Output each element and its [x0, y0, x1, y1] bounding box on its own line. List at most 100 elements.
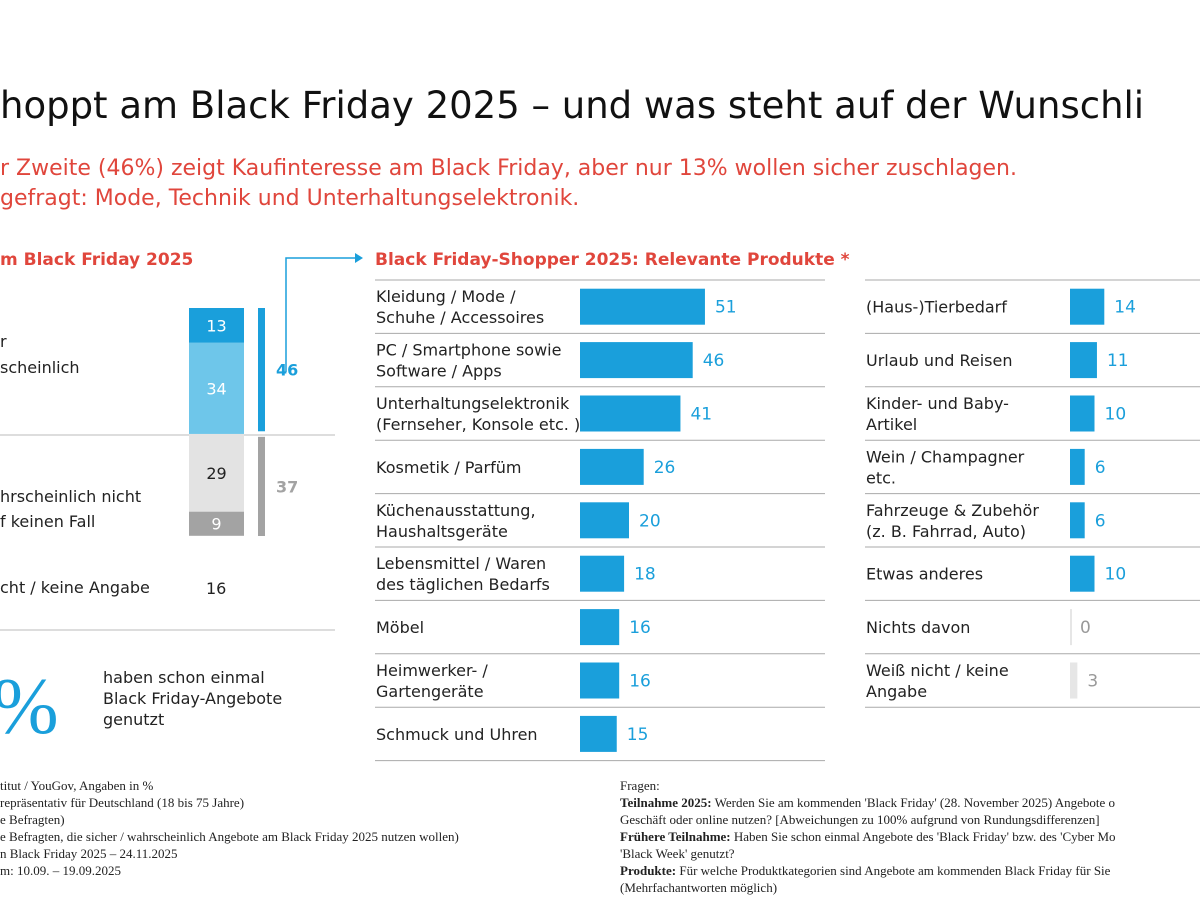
- footnote-label: Produkte:: [620, 863, 676, 878]
- category-label: Fahrzeuge & Zubehör (z. B. Fahrrad, Auto): [866, 501, 1039, 541]
- value-label: 18: [634, 565, 656, 585]
- footnote: Teilnahme 2025: Werden Sie am kommenden …: [620, 795, 1115, 810]
- segment-label: 13: [206, 316, 226, 335]
- connector-arrow: [285, 257, 355, 372]
- bar: [580, 342, 693, 379]
- value-label: 15: [627, 725, 649, 745]
- footnote-label: Frühere Teilnahme:: [620, 829, 731, 844]
- subtitle: gefragt: Mode, Technik und Unterhaltungs…: [0, 186, 579, 211]
- category-label: Schmuck und Uhren: [376, 725, 538, 744]
- value-label: 10: [1105, 405, 1127, 425]
- value-label: 16: [206, 579, 226, 598]
- footnote-text: Für welche Produktkategorien sind Angebo…: [676, 863, 1111, 878]
- arrow-head: [355, 253, 363, 263]
- bar: [1070, 662, 1078, 699]
- total-label: 37: [276, 477, 298, 496]
- footnote: e Befragten, die sicher / wahrscheinlich…: [0, 829, 459, 844]
- bar: [580, 662, 620, 699]
- share-text: haben schon einmal: [103, 668, 265, 687]
- footnote: Produkte: Für welche Produktkategorien s…: [620, 863, 1111, 878]
- category-label: Wein / Champagner etc.: [866, 447, 1025, 487]
- bar: [1070, 342, 1097, 379]
- bar: [580, 448, 644, 485]
- total-bracket: [258, 436, 265, 536]
- footnote: Frühere Teilnahme: Haben Sie schon einma…: [620, 829, 1116, 844]
- footnote: 'Black Week' genutzt?: [620, 846, 735, 861]
- row-label: cht / keine Angabe: [0, 578, 150, 597]
- footnote-label: Teilnahme 2025:: [620, 795, 712, 810]
- footnote-text: (Mehrfachantworten möglich): [620, 880, 777, 895]
- value-label: 41: [690, 405, 712, 425]
- footnote: n Black Friday 2025 – 24.11.2025: [0, 846, 178, 861]
- category-label: Küchenausstattung, Haushaltsgeräte: [376, 501, 536, 541]
- category-label: Weiß nicht / keine Angabe: [866, 661, 1009, 701]
- segment-label: 9: [211, 515, 221, 534]
- row-label: hrscheinlich nicht: [0, 487, 141, 506]
- chart-title: Black Friday-Shopper 2025: Relevante Pro…: [375, 250, 850, 270]
- bar: [1070, 448, 1085, 485]
- footnote-text: Werden Sie am kommenden 'Black Friday' (…: [712, 795, 1115, 810]
- category-label: Unterhaltungselektronik (Fernseher, Konso…: [376, 394, 580, 434]
- value-label: 14: [1114, 298, 1136, 318]
- footnote: Fragen:: [620, 778, 660, 793]
- segment-label: 29: [206, 464, 226, 483]
- stack-segment: [189, 342, 244, 434]
- share-text: genutzt: [103, 710, 164, 729]
- bar: [580, 609, 620, 646]
- footnote: (Mehrfachantworten möglich): [620, 880, 777, 895]
- value-label: 26: [654, 458, 676, 478]
- share-text: Black Friday-Angebote: [103, 689, 282, 708]
- value-label: 6: [1095, 511, 1106, 531]
- category-label: Kinder- und Baby-Artikel: [866, 394, 1009, 434]
- category-label: Heimwerker- / Gartengeräte: [376, 661, 488, 701]
- footnote: repräsentativ für Deutschland (18 bis 75…: [0, 795, 244, 810]
- row-label: r: [0, 332, 7, 351]
- footnote-text: 'Black Week' genutzt?: [620, 846, 735, 861]
- value-label: 0: [1080, 618, 1091, 638]
- bar: [1070, 288, 1105, 325]
- stack-segment: [189, 511, 244, 536]
- bar: [1070, 555, 1095, 592]
- bar: [580, 395, 681, 432]
- value-label: 51: [715, 298, 737, 318]
- row-label: f keinen Fall: [0, 512, 95, 531]
- bar: [1070, 395, 1095, 432]
- bar: [1070, 502, 1085, 539]
- share-figure: %: [0, 663, 59, 751]
- footnote: titut / YouGov, Angaben in %: [0, 778, 154, 793]
- title: hoppt am Black Friday 2025 – und was ste…: [0, 84, 1144, 127]
- value-label: 20: [639, 511, 661, 531]
- footnote: e Befragten): [0, 812, 65, 827]
- subtitle: r Zweite (46%) zeigt Kaufinteresse am Bl…: [0, 156, 1017, 181]
- total-label: 46: [276, 361, 298, 380]
- bar: [580, 502, 629, 539]
- stack-segment: [189, 308, 244, 343]
- category-label: (Haus-)Tierbedarf: [866, 298, 1007, 317]
- value-label: 10: [1105, 565, 1127, 585]
- category-label: Kleidung / Mode / Schuhe / Accessoires: [376, 287, 544, 327]
- value-label: 46: [703, 351, 725, 371]
- category-label: Nichts davon: [866, 618, 970, 637]
- footnote: m: 10.09. – 19.09.2025: [0, 863, 121, 878]
- value-label: 6: [1095, 458, 1106, 478]
- bar: [580, 715, 617, 752]
- row-label: scheinlich: [0, 358, 80, 377]
- value-label: 3: [1087, 672, 1098, 692]
- value-label: 16: [629, 618, 651, 638]
- footnote-text: Haben Sie schon einmal Angebote des 'Bla…: [731, 829, 1116, 844]
- footnote-text: Fragen:: [620, 778, 660, 793]
- footnote-text: Geschäft oder online nutzen? [Abweichung…: [620, 812, 1100, 827]
- segment-label: 34: [206, 379, 226, 398]
- value-label: 16: [629, 672, 651, 692]
- chart-title: m Black Friday 2025: [0, 250, 193, 270]
- bar: [1070, 609, 1072, 646]
- value-label: 11: [1107, 351, 1129, 371]
- category-label: Kosmetik / Parfüm: [376, 458, 521, 477]
- category-label: Etwas anderes: [866, 565, 983, 584]
- footnote: Geschäft oder online nutzen? [Abweichung…: [620, 812, 1100, 827]
- bar: [580, 288, 705, 325]
- category-label: Möbel: [376, 618, 424, 637]
- category-label: PC / Smartphone sowie Software / Apps: [376, 341, 561, 381]
